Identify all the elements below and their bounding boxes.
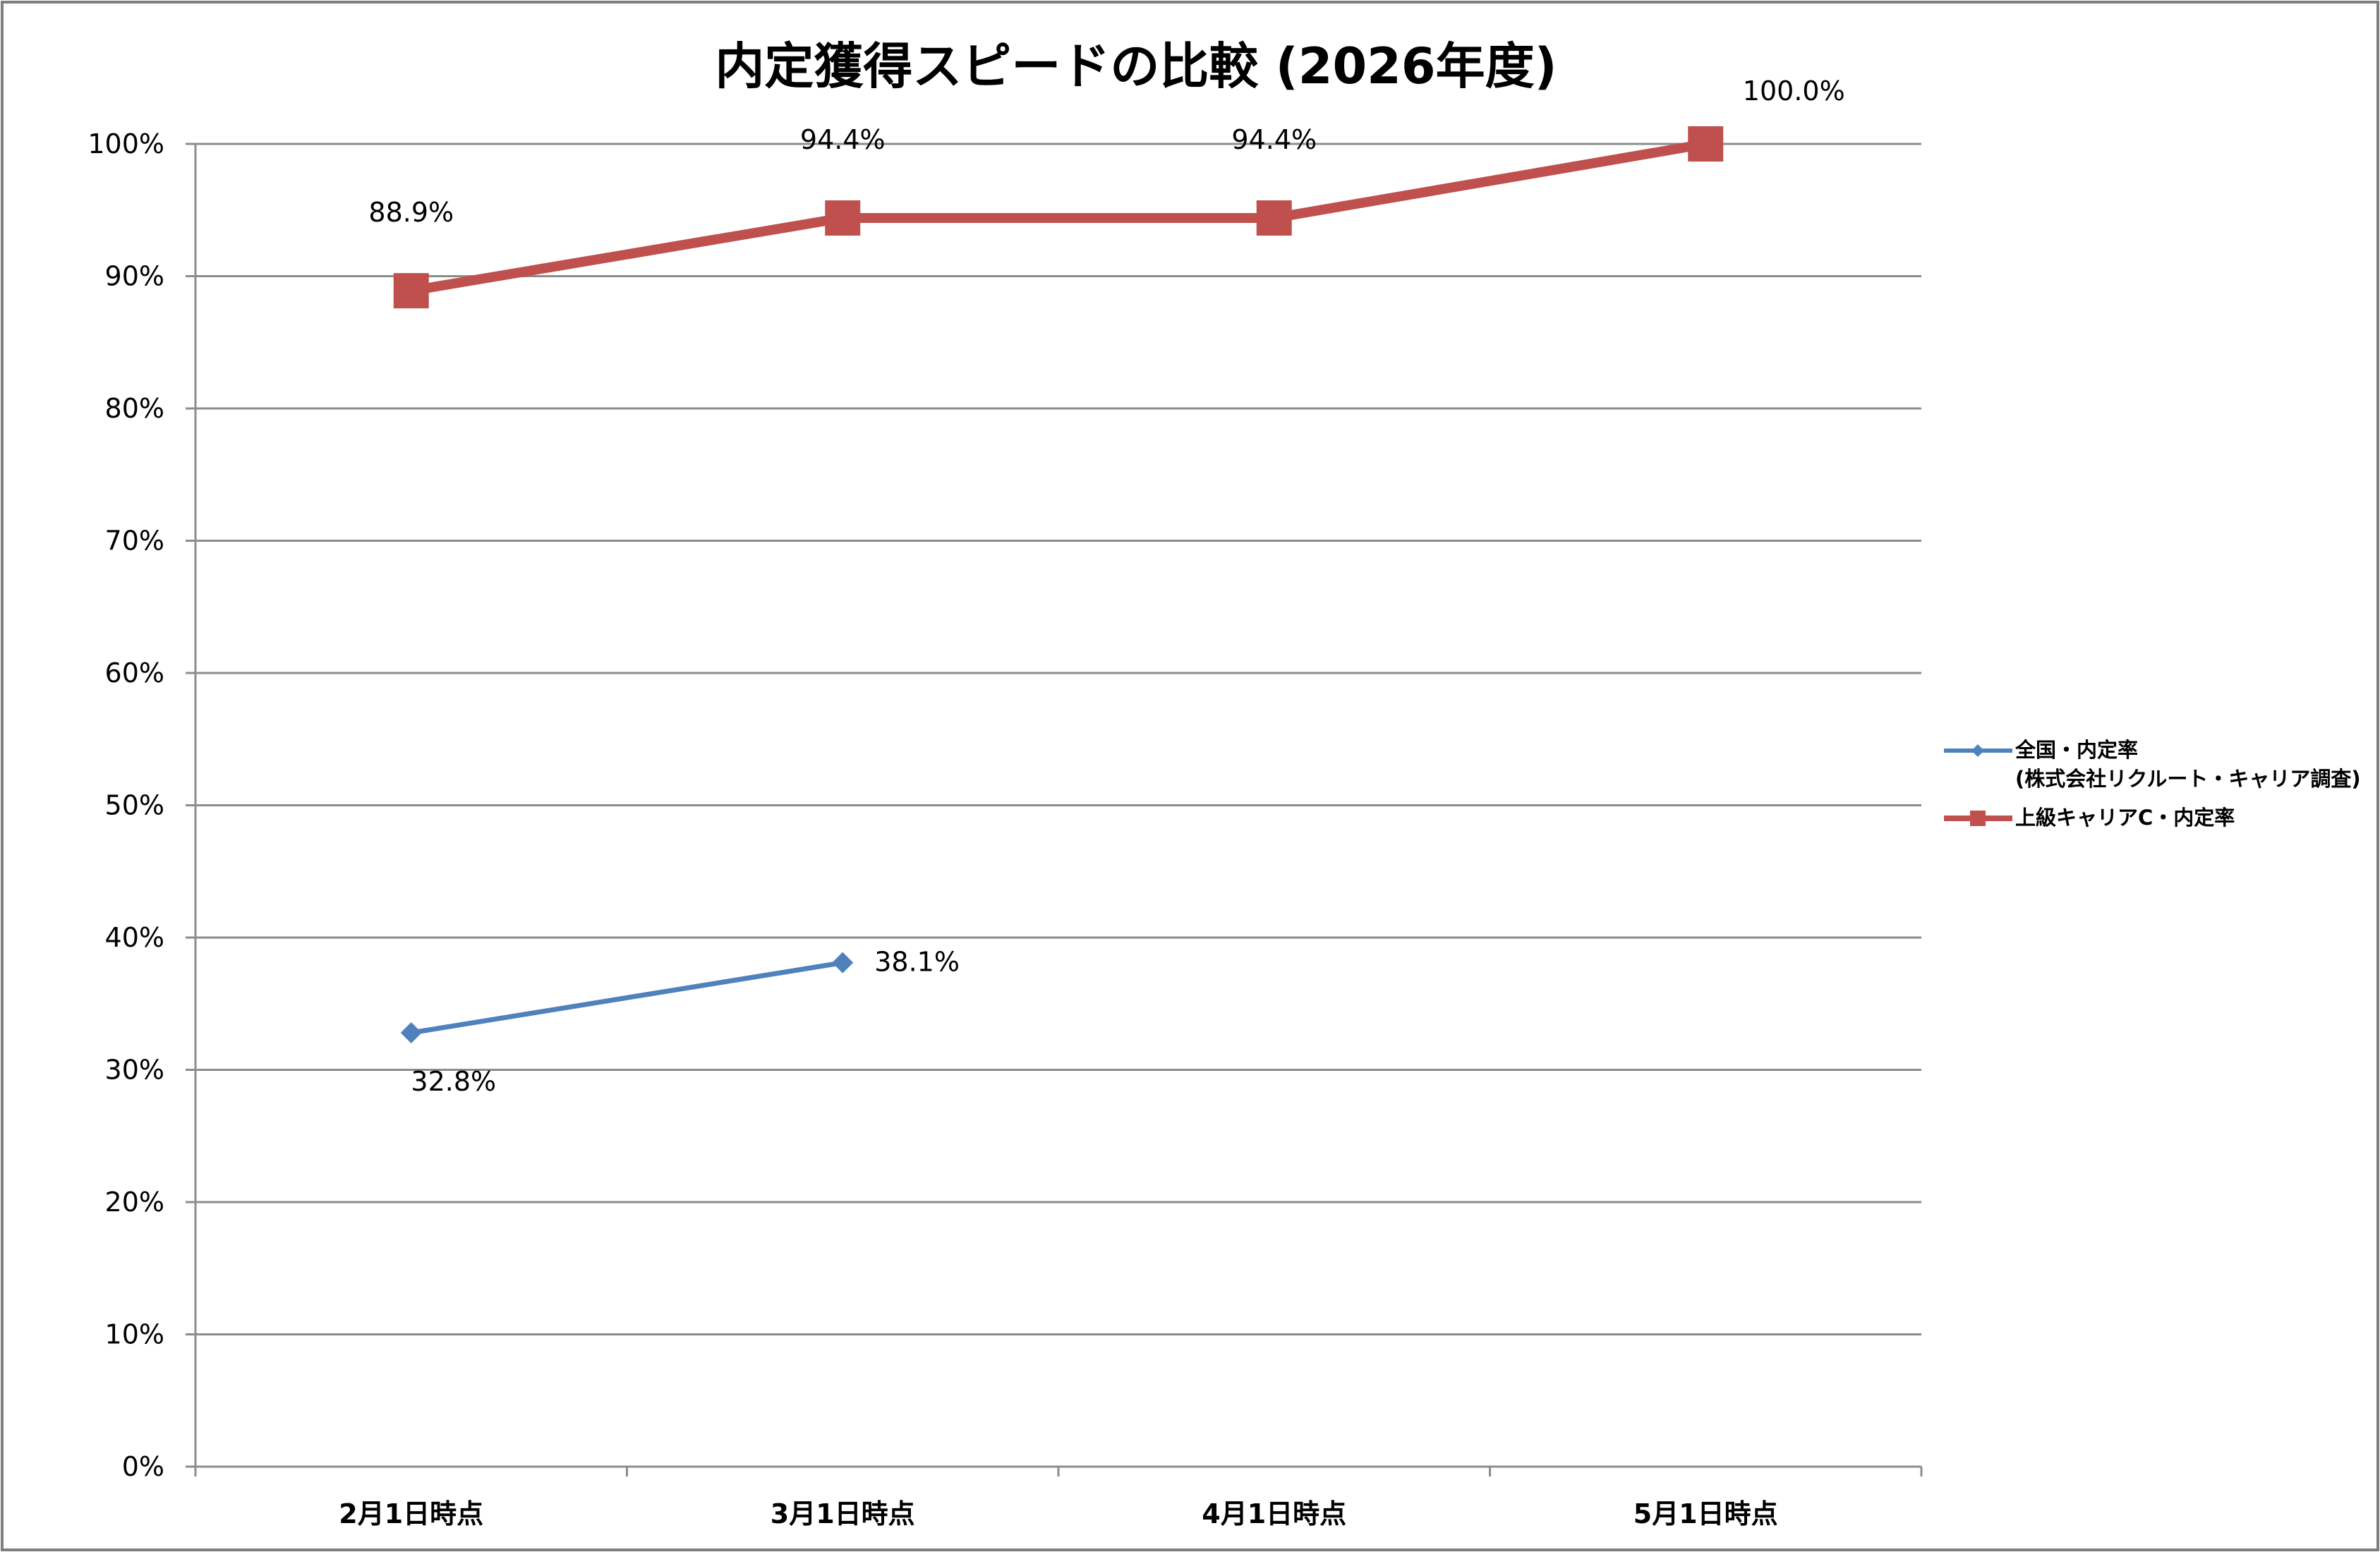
y-tick-label: 70% — [105, 526, 164, 557]
y-tick-label: 60% — [105, 657, 164, 689]
y-tick-label: 30% — [105, 1055, 164, 1086]
data-label: 32.8% — [411, 1066, 496, 1097]
data-label: 94.4% — [800, 124, 886, 155]
series-2-point — [393, 273, 429, 309]
x-tick-label: 3月1日時点 — [771, 1498, 915, 1529]
legend-marker-2 — [1970, 811, 1986, 826]
y-tick-label: 50% — [105, 790, 164, 821]
data-label: 94.4% — [1231, 124, 1317, 155]
chart-title: 内定獲得スピードの比較 (2026年度) — [715, 37, 1557, 95]
series-line-2 — [410, 139, 1707, 296]
series-2-point — [825, 200, 861, 236]
y-tick-label: 10% — [105, 1319, 164, 1350]
legend-label: 上級キャリアC・内定率 — [2015, 806, 2235, 830]
x-tick-label: 2月1日時点 — [339, 1498, 483, 1529]
series-1-point — [400, 1022, 422, 1043]
y-tick-label: 20% — [105, 1187, 164, 1218]
y-tick-label: 0% — [122, 1451, 164, 1482]
legend-label: (株式会社リクルート・キャリア調査) — [2015, 767, 2361, 791]
y-tick-label: 40% — [105, 922, 164, 953]
series-line-1 — [411, 960, 843, 1036]
series-lines — [393, 126, 1724, 1043]
data-labels: 32.8% 38.1% 88.9% 94.4% 94.4% 100.0% — [368, 75, 1844, 1097]
y-tick-label: 80% — [105, 393, 164, 424]
series-1-point — [832, 952, 854, 974]
legend-marker-1 — [1971, 744, 1984, 757]
axes: 0% 10% 20% 30% 40% 50% 60% 70% 80% 90% 100% 2月1日時点 3… — [87, 128, 1923, 1529]
y-tick-label: 90% — [105, 261, 164, 292]
y-tick-label: 100% — [87, 128, 164, 159]
data-label: 100.0% — [1743, 75, 1845, 107]
series-2-point — [1688, 126, 1724, 162]
x-tick-label: 5月1日時点 — [1633, 1498, 1778, 1529]
data-label: 38.1% — [874, 947, 960, 978]
legend: 全国・内定率 (株式会社リクルート・キャリア調査) 上級キャリアC・内定率 — [1944, 738, 2361, 830]
data-label: 88.9% — [368, 197, 454, 228]
series-2-point — [1256, 200, 1292, 236]
legend-label: 全国・内定率 — [2014, 738, 2138, 762]
x-tick-label: 4月1日時点 — [1202, 1498, 1346, 1529]
